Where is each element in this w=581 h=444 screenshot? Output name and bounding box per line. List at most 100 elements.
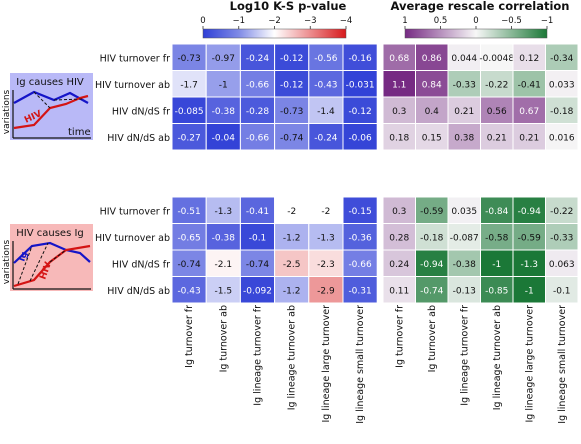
heatmap-cell-label: -0.33: [453, 80, 476, 90]
colorbar-tick-label: −2: [268, 16, 281, 26]
heatmap-cell-label: -0.33: [550, 233, 573, 243]
heatmap-cell: [171, 196, 207, 224]
column-label: Ig lineage turnover fr: [253, 305, 264, 406]
correlation-heatmap-title: Average rescale correlation: [391, 0, 570, 13]
heatmap-cell-label: -0.13: [453, 286, 476, 296]
heatmap-cell-label: -1.2: [283, 286, 301, 296]
inset-lag-line: [49, 249, 67, 263]
heatmap-cell: [447, 196, 481, 224]
column-label: Ig lineage turnover ab: [287, 305, 298, 410]
heatmap-cell: [415, 96, 449, 124]
heatmap-cell-label: -1.5: [215, 286, 233, 296]
heatmap-cell: [447, 223, 481, 251]
heatmap-cell-label: 0.21: [454, 107, 474, 117]
heatmap-cell-label: -1: [219, 80, 228, 90]
heatmap-cell-label: -0.04: [212, 133, 236, 143]
heatmap-cell: [545, 96, 579, 124]
heatmap-cell-label: -2: [287, 207, 296, 217]
heatmap-cell-label: -0.031: [346, 80, 375, 90]
inset-ylabel: variations: [2, 89, 12, 134]
heatmap-cell: [512, 249, 546, 277]
heatmap-cell-label: -0.085: [175, 107, 204, 117]
inset-lag-line: [33, 91, 51, 109]
heatmap-cell-label: 0.68: [389, 54, 409, 64]
heatmap-cell-label: -2.5: [283, 260, 301, 270]
heatmap-cell-label: -0.66: [246, 133, 270, 143]
heatmap-cell-label: -0.41: [246, 207, 269, 217]
colorbar-tick-label: −4: [340, 16, 353, 26]
heatmap-cell: [512, 96, 546, 124]
heatmap-cell-label: 0.21: [519, 133, 539, 143]
heatmap-cell: [308, 276, 344, 304]
heatmap-cell: [447, 96, 481, 124]
inset-lag-line: [17, 245, 33, 285]
heatmap-cell: [239, 70, 276, 98]
heatmap-cell-label: -0.34: [550, 54, 574, 64]
heatmap-cell: [382, 223, 416, 251]
heatmap-cell-label: 0.044: [451, 54, 477, 64]
heatmap-cell-label: -0.12: [280, 54, 303, 64]
heatmap-cell: [239, 276, 276, 304]
row-label: HIV turnover fr: [100, 53, 171, 64]
heatmap-cell: [480, 276, 514, 304]
heatmap-cell-label: -0.1: [249, 233, 267, 243]
heatmap-cell-label: -2.1: [215, 260, 233, 270]
heatmap-cell-label: 0.21: [487, 133, 507, 143]
heatmap-cell-label: -0.73: [177, 54, 200, 64]
heatmap-cell-label: -0.18: [550, 107, 574, 117]
heatmap-cell-label: -0.0048: [479, 54, 514, 64]
heatmap-cell-label: -0.24: [246, 54, 270, 64]
heatmap-cell: [382, 43, 416, 71]
column-label: Ig lineage small turnover: [557, 305, 568, 424]
colorbar-tick-label: 0: [200, 16, 205, 26]
heatmap-cell-label: 0.3: [392, 207, 406, 217]
heatmap-cell-label: -0.28: [246, 107, 270, 117]
heatmap-cell-label: -0.85: [485, 286, 508, 296]
row-label: HIV turnover ab: [95, 233, 170, 244]
heatmap-cell-label: -0.84: [485, 207, 509, 217]
heatmap-cell: [205, 96, 241, 124]
colorbar-ticks: 0 −1 −2 −3 −4 1 0.5 0 −0.5 −1: [200, 16, 553, 29]
heatmap-cell-label: -0.74: [246, 260, 270, 270]
heatmap-cell-label: -0.73: [280, 107, 303, 117]
inset-ig-curve: [13, 241, 91, 264]
heatmap-cell: [382, 249, 416, 277]
inset-ig-causes-hiv: Ig causes HIV time variations HIV: [2, 73, 93, 140]
heatmap-cell: [480, 43, 514, 71]
inset-xlabel: time: [68, 127, 91, 138]
heatmap-cell-label: 0.11: [389, 286, 409, 296]
heatmap-cell: [308, 43, 344, 71]
heatmap-cell: [342, 196, 378, 224]
heatmap-cell: [480, 249, 514, 277]
heatmap-cell-label: -1: [525, 286, 534, 296]
column-label: Ig lineage large turnover: [321, 305, 332, 423]
heatmap-cell-label: -0.15: [348, 207, 371, 217]
heatmap-cell-label: -0.74: [420, 286, 444, 296]
heatmap-cell: [545, 223, 579, 251]
inset-hiv-curve: [13, 94, 89, 130]
heatmap-cell-label: 0.016: [549, 133, 575, 143]
heatmap-cell-label: -0.74: [280, 133, 304, 143]
heatmap-cell-label: -0.12: [280, 80, 303, 90]
heatmap-cell-label: -0.66: [246, 80, 270, 90]
heatmap-cell-label: -2.9: [317, 286, 335, 296]
colorbar-tick-label: 0.5: [434, 16, 448, 26]
column-labels: Ig turnover fr Ig turnover ab Ig lineage t…: [184, 305, 568, 424]
inset-title: HIV causes Ig: [16, 228, 84, 239]
heatmap-cell: [342, 249, 378, 277]
heatmap-cell-label: 0.86: [422, 54, 442, 64]
column-label: Ig turnover ab: [427, 305, 438, 372]
heatmap-cell-label: 0.033: [549, 80, 575, 90]
heatmap-cell: [205, 276, 241, 304]
heatmap-cell-label: 0.28: [389, 233, 409, 243]
heatmap-cell: [342, 223, 378, 251]
heatmap-cell: [239, 249, 276, 277]
row-label: HIV dN/dS fr: [112, 106, 170, 117]
heatmap-cell-label: -1: [492, 260, 501, 270]
inset-panel: [10, 224, 93, 291]
inset-title: Ig causes HIV: [16, 77, 84, 88]
heatmap-cell: [512, 43, 546, 71]
heatmap-cell-label: -1.3: [215, 207, 233, 217]
heatmap-cell: [480, 196, 514, 224]
heatmap-cell-label: -0.94: [518, 207, 542, 217]
